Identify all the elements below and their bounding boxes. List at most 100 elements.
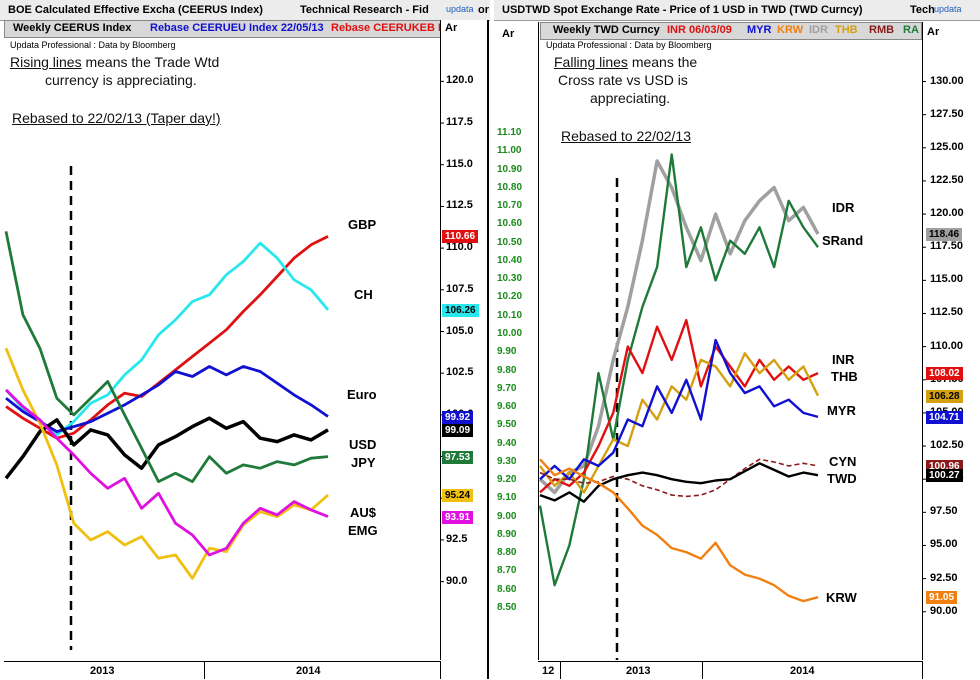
right-y-tick: 110.00 (930, 339, 964, 352)
left-chart-panel: BOE Calculated Effective Excha (CEERUS I… (0, 0, 490, 679)
right-left-axis-tick: 8.90 (497, 528, 517, 540)
label-gbp: GBP (348, 217, 377, 232)
left-x-label-2013: 2013 (90, 665, 115, 677)
label-usd: USD (349, 437, 377, 452)
right-left-axis-tick: 10.50 (497, 236, 523, 248)
left-x-divider-2 (440, 661, 441, 679)
price-tag-usd: 99.09 (442, 423, 474, 437)
legend-rmb: RMB (869, 24, 895, 36)
line-myr (539, 338, 819, 481)
legend-inr: INR 06/03/09 (667, 24, 732, 36)
label-euro: Euro (347, 387, 377, 402)
price-tag-emg: 93.91 (442, 510, 474, 524)
price-tag-au: 95.24 (442, 488, 474, 502)
right-source: Updata Professional : Data by Bloomberg (546, 40, 712, 50)
right-left-axis-tick: 10.30 (497, 273, 523, 285)
right-x-divider-2 (702, 661, 703, 679)
right-left-axis-tick: 9.90 (497, 346, 517, 358)
label-cyn: CYN (829, 454, 857, 469)
line-gbp (5, 235, 329, 440)
price-tag-idr: 118.46 (926, 227, 963, 241)
right-left-axis-tick: 10.10 (497, 309, 523, 321)
left-rebase-1: Rebase CEERUEU Index 22/05/13 (150, 22, 324, 34)
label-srand: SRand (822, 233, 864, 248)
left-x-divider-1 (204, 661, 205, 679)
legend-thb: THB (835, 24, 858, 36)
label-emg: EMG (348, 523, 378, 538)
right-y-tick: 130.00 (930, 74, 964, 87)
label-au: AU$ (350, 505, 377, 520)
right-left-axis-tick: 9.70 (497, 382, 517, 394)
left-y-axis: Ar (440, 20, 489, 660)
right-y-tick: 117.50 (930, 240, 964, 253)
right-x-divider-1 (560, 661, 561, 679)
left-y-tick: 90.0 (446, 574, 468, 587)
right-chart-title-bar: USDTWD Spot Exchange Rate - Price of 1 U… (494, 0, 980, 21)
right-x-label-12: 12 (542, 665, 555, 677)
label-twd: TWD (827, 471, 857, 486)
left-y-tick: 107.5 (446, 282, 474, 295)
updata-logo-right: updata (934, 4, 962, 14)
right-left-axis-tick: 9.50 (497, 419, 517, 431)
right-left-axis-tick: 9.10 (497, 492, 517, 504)
right-left-axis-tick: 8.80 (497, 547, 517, 559)
right-note-line-2: Cross rate vs USD is (558, 72, 688, 88)
updata-logo: updata (446, 4, 474, 14)
right-x-divider-3 (922, 661, 923, 679)
right-note-rest: means the (627, 54, 698, 70)
line-emg (5, 388, 329, 557)
right-y-tick: 122.50 (930, 173, 964, 186)
right-legend-header: Weekly TWD Curncy INR 06/03/09 MYR KRW I… (540, 22, 922, 40)
right-y-tick: 90.00 (930, 604, 958, 617)
right-left-axis-tick: 9.20 (497, 474, 517, 486)
label-myr: MYR (827, 403, 856, 418)
line-thb (539, 352, 820, 494)
right-series-name: Weekly TWD Curncy (553, 24, 660, 36)
left-note-line-2: currency is appreciating. (45, 72, 197, 88)
line-usd (4, 416, 329, 480)
right-y-tick: 92.50 (930, 571, 958, 584)
price-tag-euro: 99.92 (442, 410, 474, 424)
right-left-axis-tick: 9.40 (497, 437, 517, 449)
right-x-axis: 12 2013 2014 (538, 661, 922, 680)
line-ch (4, 241, 330, 437)
line-jpy (4, 231, 329, 484)
price-tag-gbp: 110.66 (442, 230, 479, 244)
right-note-rebased-text: Rebased to 22/02/13 (561, 128, 691, 144)
right-y-tick: 127.50 (930, 107, 964, 120)
right-left-axis-tick: 9.80 (497, 364, 517, 376)
label-krw: KRW (826, 590, 857, 605)
right-y-tick: 112.50 (930, 306, 964, 319)
price-tag-krw: 91.05 (926, 591, 958, 605)
right-left-axis-tick: 9.00 (497, 510, 517, 522)
right-left-axis-tick: 10.70 (497, 200, 523, 212)
left-y-tick: 112.5 (446, 199, 473, 212)
left-note-underlined: Rising lines (10, 54, 82, 70)
left-y-tick: 92.5 (446, 532, 468, 545)
line-srand (538, 153, 819, 587)
right-note-underlined: Falling lines (554, 54, 628, 70)
right-left-axis-tick: 8.70 (497, 565, 517, 577)
left-y-tick: 105.0 (446, 324, 474, 337)
left-note-rebased: Rebased to 22/02/13 (Taper day!) (12, 110, 221, 127)
legend-ra: RA (903, 24, 919, 36)
left-note-rest: means the Trade Wtd (81, 54, 220, 70)
right-left-axis-tick: 10.90 (497, 163, 523, 175)
left-x-label-2014: 2014 (296, 665, 321, 677)
right-left-axis-tick: 10.40 (497, 254, 523, 266)
right-left-axis-tick: 10.60 (497, 218, 523, 230)
left-y-tick: 102.5 (446, 366, 474, 379)
legend-idr: IDR (809, 24, 828, 36)
price-tag-twd: 100.27 (926, 469, 963, 483)
left-y-tick: 120.0 (446, 74, 474, 87)
right-left-axis-tick: 9.60 (497, 401, 517, 413)
left-rebase-2: Rebase CEERUKEB I (331, 22, 442, 34)
left-ar-label: Ar (445, 22, 458, 34)
right-y-tick: 95.00 (930, 538, 958, 551)
right-left-axis-tick: 11.10 (497, 127, 522, 138)
right-y-tick: 102.50 (930, 439, 964, 452)
right-x-label-2014: 2014 (790, 665, 815, 677)
label-thb: THB (831, 369, 858, 384)
line-euro (5, 365, 329, 434)
right-left-axis-line (538, 22, 539, 660)
